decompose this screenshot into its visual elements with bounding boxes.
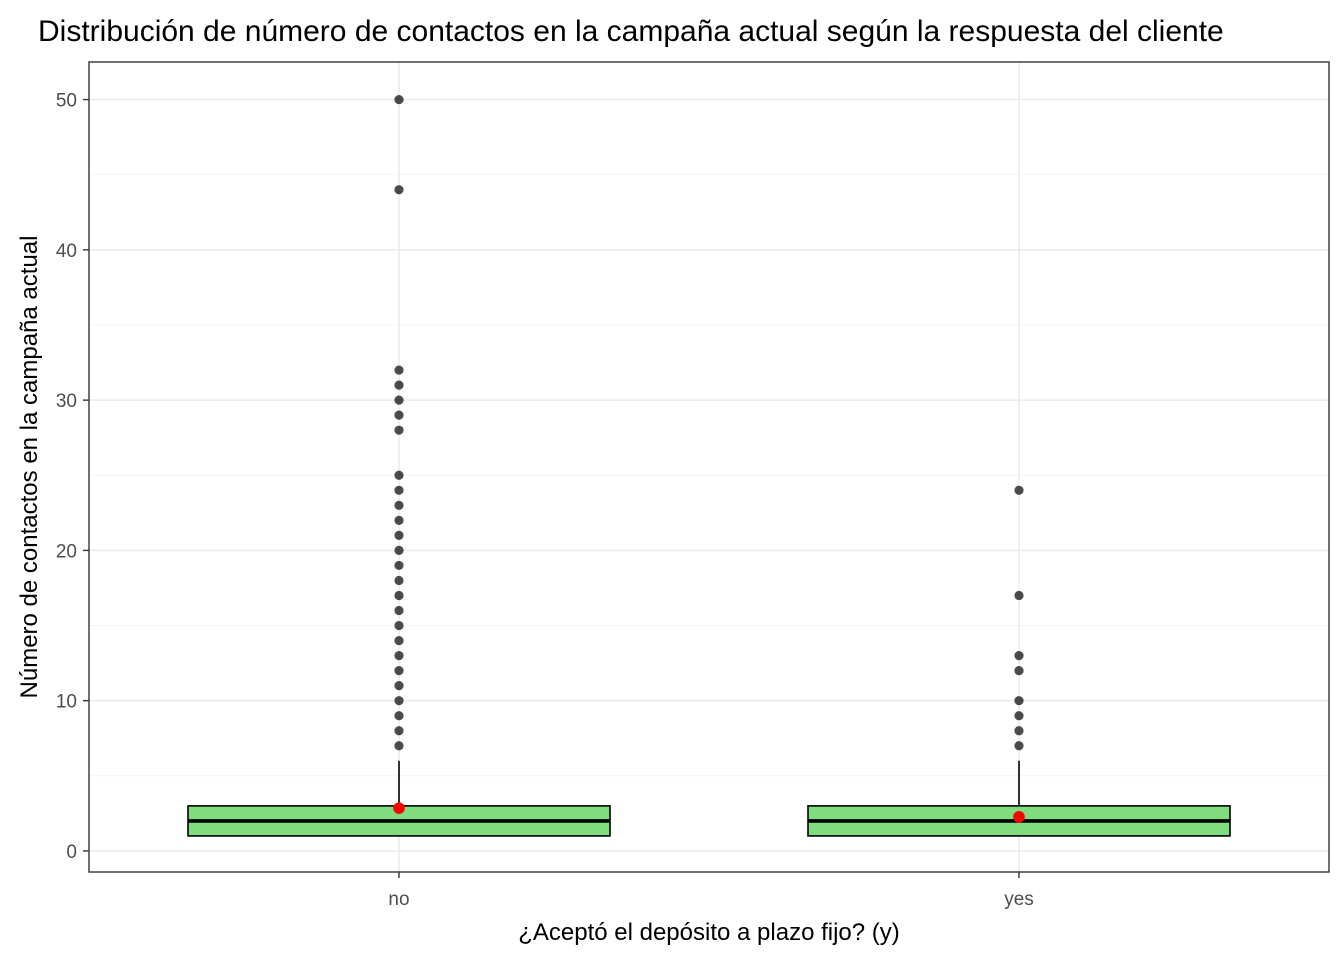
outlier-point <box>394 681 404 691</box>
y-tick-label: 0 <box>66 842 77 863</box>
outlier-point <box>394 726 404 736</box>
outlier-point <box>394 666 404 676</box>
outlier-point <box>394 530 404 540</box>
outlier-point <box>394 365 404 375</box>
y-axis-title: Número de contactos en la campaña actual <box>16 236 43 699</box>
box-no <box>187 94 611 837</box>
outlier-point <box>394 635 404 646</box>
outlier-point <box>1014 590 1024 601</box>
outlier-point <box>394 696 404 706</box>
outlier-point <box>394 485 404 495</box>
y-tick-label: 10 <box>56 692 77 713</box>
outlier-point <box>394 741 404 751</box>
outlier-point <box>1014 726 1024 736</box>
outlier-point <box>394 545 404 556</box>
outlier-point <box>1014 650 1024 661</box>
outlier-point <box>394 425 404 435</box>
outlier-point <box>394 560 404 571</box>
outlier-point <box>394 515 404 525</box>
mean-point <box>393 802 405 814</box>
x-axis-title: ¿Aceptó el depósito a plazo fijo? (y) <box>518 919 900 946</box>
mean-point <box>1013 811 1025 823</box>
outlier-point <box>394 500 404 510</box>
outlier-point <box>394 620 404 631</box>
chart-title: Distribución de número de contactos en l… <box>38 15 1224 48</box>
grid-layer <box>89 62 1329 872</box>
outlier-point <box>394 605 404 616</box>
outlier-point <box>394 590 404 601</box>
outlier-point <box>394 470 404 480</box>
outlier-point <box>394 575 404 586</box>
outlier-point <box>1014 696 1024 706</box>
y-tick-label: 40 <box>56 241 77 262</box>
y-tick-label: 30 <box>56 391 77 412</box>
box-yes <box>807 485 1231 837</box>
panel-background <box>89 62 1329 872</box>
outlier-point <box>394 185 404 195</box>
y-tick-label: 50 <box>56 91 77 112</box>
plot-layer <box>187 94 1231 837</box>
outlier-point <box>1014 666 1024 676</box>
outlier-point <box>394 395 404 405</box>
outlier-point <box>1014 741 1024 751</box>
outlier-point <box>394 380 404 390</box>
y-tick-label: 20 <box>56 541 77 562</box>
axis-layer: 0 10 20 30 40 50 no yes <box>56 91 1034 910</box>
outlier-point <box>394 711 404 721</box>
outlier-point <box>394 650 404 661</box>
x-tick-label: no <box>388 889 409 910</box>
outlier-point <box>394 410 404 420</box>
x-tick-label: yes <box>1004 889 1034 910</box>
panel-border <box>88 61 1330 873</box>
outlier-point <box>1014 485 1024 495</box>
outlier-point <box>1014 711 1024 721</box>
outlier-point <box>394 94 404 105</box>
